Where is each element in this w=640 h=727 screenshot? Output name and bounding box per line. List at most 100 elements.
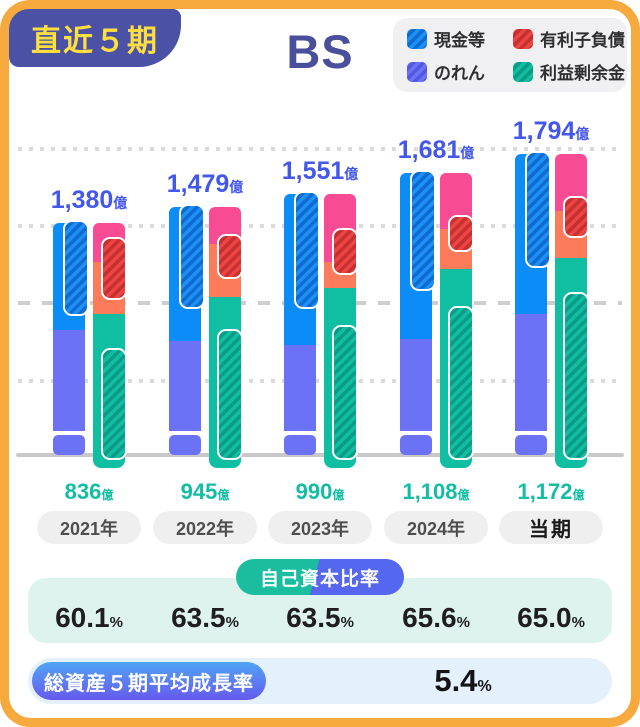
year-pill-2024年: 2024年	[384, 511, 488, 544]
cash-highlight-overlay	[179, 204, 205, 309]
legend-label-cash: 現金等	[434, 31, 485, 50]
retained-earnings-highlight-overlay	[101, 348, 127, 460]
total-assets-label-2023年-number: 1,551	[281, 157, 345, 185]
equity-ratio-unit-2021年: %	[109, 614, 123, 631]
legend-item-retained: 利益剰余金	[513, 59, 625, 84]
legend-label-debt: 有利子負債	[540, 31, 625, 50]
total-assets-label-当期-unit: 億	[575, 126, 590, 142]
legend-label-goodwill: のれん	[434, 64, 485, 83]
total-assets-label-2024年: 1,681億	[366, 136, 506, 165]
bar-assets-当期	[515, 151, 551, 455]
year-label-2023年: 2023年	[290, 518, 350, 539]
equity-ratio-value-2023年: 63.5%	[262, 600, 378, 636]
retained-earnings-highlight-overlay	[332, 325, 358, 460]
retained-earnings-label-当期-number: 1,172	[517, 479, 573, 504]
legend-item-goodwill: のれん	[407, 59, 503, 84]
growth-value-unit: %	[477, 678, 492, 695]
legend-item-debt: 有利子負債	[513, 26, 625, 51]
cash-highlight-overlay	[63, 220, 89, 316]
gridline-4	[18, 379, 622, 383]
recent-periods-badge: 直近５期	[9, 9, 181, 67]
retained-earnings-label-2023年: 990億	[250, 479, 390, 505]
bar-assets-2023年	[284, 191, 320, 455]
total-assets-label-2024年-number: 1,681	[397, 136, 461, 164]
debt-highlight-overlay	[563, 196, 589, 238]
bar-assets-2021年	[53, 220, 89, 455]
year-pill-2021年: 2021年	[37, 511, 141, 544]
retained-earnings-label-2023年-unit: 億	[332, 488, 345, 502]
year-label-2021年: 2021年	[59, 518, 119, 539]
total-assets-label-2021年-number: 1,380	[50, 186, 114, 214]
year-pill-当期: 当期	[499, 511, 603, 544]
segment-goodwill	[400, 435, 432, 455]
equity-ratio-number-当期: 65.0	[517, 602, 572, 633]
equity-ratio-unit-2024年: %	[456, 614, 470, 631]
retained-earnings-label-2021年-unit: 億	[101, 488, 114, 502]
retained-earnings-label-2022年-unit: 億	[217, 488, 230, 502]
gridline-1	[18, 147, 622, 151]
year-label-当期: 当期	[529, 519, 573, 541]
cash-highlight-overlay	[410, 170, 436, 291]
total-assets-label-2021年-unit: 億	[113, 195, 128, 211]
legend-swatch-debt	[513, 28, 533, 49]
equity-ratio-number-2024年: 65.6	[402, 602, 457, 633]
equity-ratio-panel: 自己資本比率	[28, 559, 612, 643]
legend-swatch-cash	[407, 28, 427, 49]
bar-liabilities-equity-2022年	[209, 207, 243, 468]
equity-ratio-unit-当期: %	[571, 614, 585, 631]
retained-earnings-label-2022年-number: 945	[180, 479, 218, 504]
debt-highlight-overlay	[332, 228, 358, 275]
equity-ratio-value-2021年: 60.1%	[31, 600, 147, 636]
retained-earnings-label-当期: 1,172億	[481, 479, 621, 505]
legend-label-retained: 利益剰余金	[540, 64, 625, 83]
cash-highlight-overlay	[294, 191, 320, 309]
total-assets-label-当期: 1,794億	[481, 117, 621, 146]
retained-earnings-label-2024年: 1,108億	[366, 479, 506, 505]
segment-goodwill	[284, 435, 316, 455]
growth-label: 総資産５期平均成長率	[44, 672, 254, 695]
retained-earnings-label-2024年-number: 1,108	[402, 479, 458, 504]
segment-fixed-assets	[169, 341, 201, 431]
retained-earnings-label-2021年-number: 836	[64, 479, 102, 504]
year-pill-2023年: 2023年	[268, 511, 372, 544]
debt-highlight-overlay	[448, 215, 474, 252]
growth-value: 5.4%	[328, 660, 598, 702]
growth-label-pill: 総資産５期平均成長率	[32, 662, 266, 700]
segment-fixed-assets	[53, 330, 85, 431]
x-axis-baseline	[16, 453, 624, 457]
retained-earnings-label-当期-unit: 億	[572, 488, 585, 502]
total-assets-label-2022年: 1,479億	[135, 170, 275, 199]
total-assets-label-2024年-unit: 億	[460, 145, 475, 161]
retained-earnings-label-2022年: 945億	[135, 479, 275, 505]
retained-earnings-highlight-overlay	[448, 306, 474, 460]
legend-item-cash: 現金等	[407, 26, 503, 51]
equity-ratio-unit-2022年: %	[225, 614, 239, 631]
bar-liabilities-equity-2021年	[93, 223, 127, 468]
equity-ratio-number-2022年: 63.5	[171, 602, 226, 633]
retained-earnings-highlight-overlay	[217, 329, 243, 460]
recent-periods-badge-label: 直近５期	[31, 25, 159, 58]
segment-fixed-assets	[515, 314, 547, 431]
bar-assets-2022年	[169, 204, 205, 455]
legend-swatch-retained	[513, 61, 533, 82]
total-assets-label-2023年-unit: 億	[344, 166, 359, 182]
retained-earnings-label-2023年-number: 990	[295, 479, 333, 504]
equity-ratio-value-2022年: 63.5%	[147, 600, 263, 636]
legend: 現金等 有利子負債のれん 利益剰余金	[393, 18, 627, 92]
legend-swatch-goodwill	[407, 61, 427, 82]
retained-earnings-label-2021年: 836億	[19, 479, 159, 505]
year-label-2024年: 2024年	[406, 518, 466, 539]
segment-fixed-assets	[400, 339, 432, 431]
growth-value-number: 5.4	[434, 663, 478, 698]
retained-earnings-highlight-overlay	[563, 292, 589, 460]
gridline-3	[18, 301, 622, 305]
segment-goodwill	[169, 435, 201, 455]
equity-ratio-value-2024年: 65.6%	[378, 600, 494, 636]
total-assets-label-2021年: 1,380億	[19, 186, 159, 215]
cash-highlight-overlay	[525, 151, 551, 268]
gridline-2	[18, 224, 622, 228]
retained-earnings-label-2024年-unit: 億	[457, 488, 470, 502]
equity-ratio-number-2021年: 60.1	[55, 602, 110, 633]
equity-ratio-label: 自己資本比率	[259, 568, 380, 590]
